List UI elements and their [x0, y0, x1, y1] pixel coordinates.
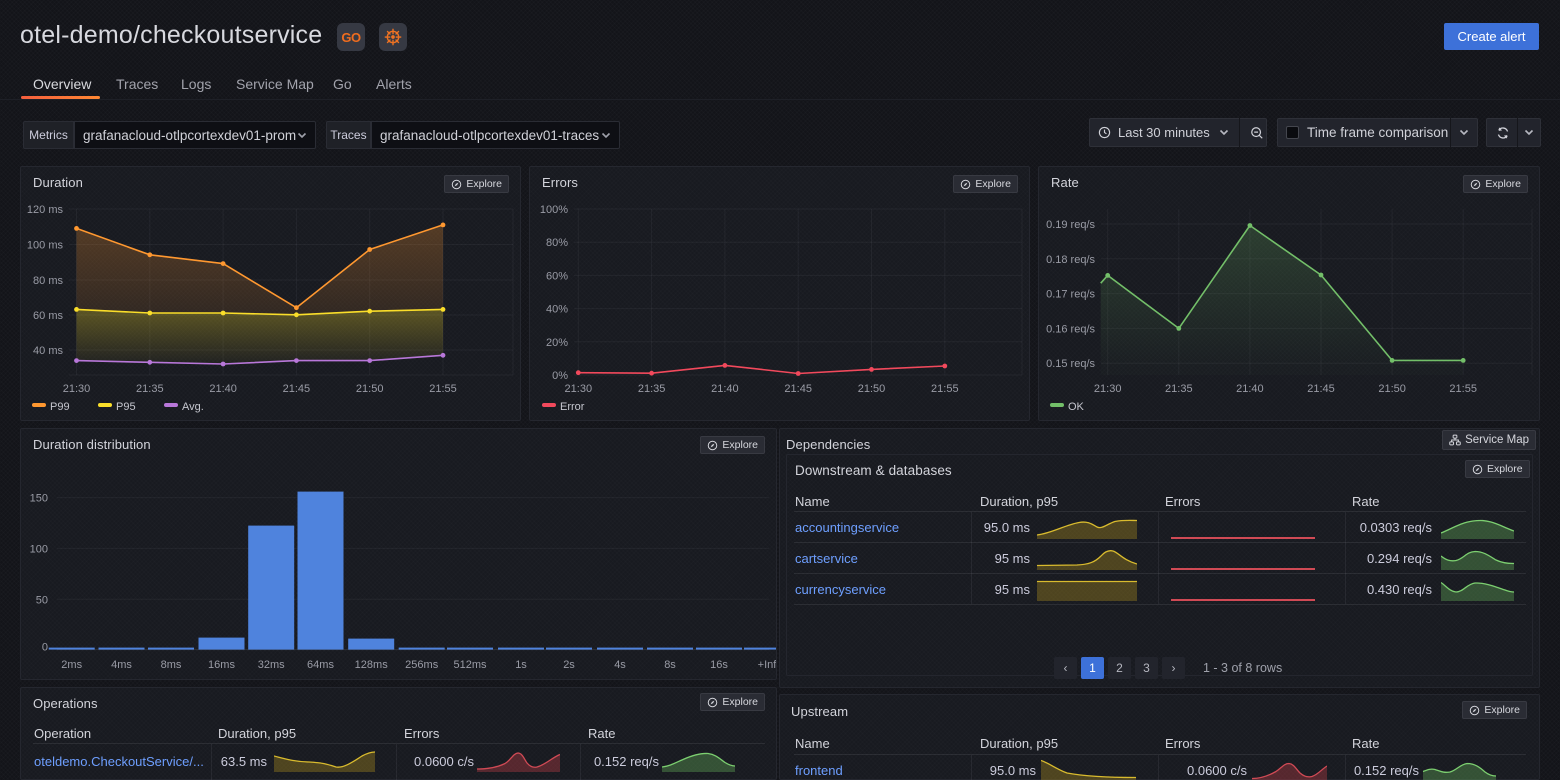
svg-text:21:35: 21:35 [638, 383, 666, 395]
svg-text:120 ms: 120 ms [27, 204, 64, 216]
svg-text:Avg.: Avg. [182, 401, 204, 413]
svg-text:21:55: 21:55 [931, 383, 959, 395]
svg-text:128ms: 128ms [355, 659, 389, 671]
svg-text:50: 50 [36, 594, 48, 606]
svg-text:0.18 req/s: 0.18 req/s [1046, 254, 1095, 266]
svg-text:8ms: 8ms [161, 659, 182, 671]
svg-text:21:30: 21:30 [565, 383, 593, 395]
svg-text:60 ms: 60 ms [33, 310, 63, 322]
svg-text:256ms: 256ms [405, 659, 439, 671]
svg-text:21:35: 21:35 [136, 383, 164, 395]
svg-text:OK: OK [1068, 401, 1085, 413]
svg-text:100%: 100% [540, 204, 568, 216]
svg-text:21:30: 21:30 [63, 383, 91, 395]
svg-text:0.16 req/s: 0.16 req/s [1046, 323, 1095, 335]
svg-text:2s: 2s [563, 659, 575, 671]
svg-text:512ms: 512ms [453, 659, 487, 671]
svg-text:4ms: 4ms [111, 659, 132, 671]
svg-text:21:50: 21:50 [858, 383, 886, 395]
svg-text:P95: P95 [116, 401, 136, 413]
svg-text:21:55: 21:55 [1449, 383, 1477, 395]
svg-text:21:45: 21:45 [784, 383, 812, 395]
svg-text:21:35: 21:35 [1165, 383, 1193, 395]
svg-text:1s: 1s [515, 659, 527, 671]
svg-text:80%: 80% [546, 237, 568, 249]
svg-text:21:45: 21:45 [283, 383, 311, 395]
svg-text:16s: 16s [710, 659, 728, 671]
svg-text:64ms: 64ms [307, 659, 334, 671]
svg-text:0%: 0% [552, 370, 568, 382]
svg-text:21:40: 21:40 [1236, 383, 1264, 395]
svg-text:P99: P99 [50, 401, 70, 413]
svg-text:21:45: 21:45 [1307, 383, 1335, 395]
svg-text:150: 150 [30, 493, 48, 505]
svg-text:32ms: 32ms [258, 659, 285, 671]
svg-text:16ms: 16ms [208, 659, 235, 671]
svg-text:100 ms: 100 ms [27, 240, 64, 252]
svg-text:0.15 req/s: 0.15 req/s [1046, 358, 1095, 370]
svg-text:0.17 req/s: 0.17 req/s [1046, 289, 1095, 301]
svg-text:21:55: 21:55 [429, 383, 457, 395]
svg-text:2ms: 2ms [61, 659, 82, 671]
svg-text:40%: 40% [546, 304, 568, 316]
svg-text:21:50: 21:50 [1378, 383, 1406, 395]
svg-text:21:30: 21:30 [1094, 383, 1122, 395]
svg-text:21:40: 21:40 [711, 383, 739, 395]
svg-text:Error: Error [560, 401, 585, 413]
svg-text:40 ms: 40 ms [33, 345, 63, 357]
svg-text:20%: 20% [546, 337, 568, 349]
svg-text:100: 100 [30, 543, 48, 555]
svg-text:0: 0 [42, 642, 48, 654]
svg-text:0.19 req/s: 0.19 req/s [1046, 219, 1095, 231]
svg-text:+Inf: +Inf [758, 659, 776, 671]
svg-text:4s: 4s [614, 659, 626, 671]
svg-text:21:50: 21:50 [356, 383, 384, 395]
svg-text:80 ms: 80 ms [33, 275, 63, 287]
svg-text:60%: 60% [546, 270, 568, 282]
svg-text:21:40: 21:40 [209, 383, 237, 395]
svg-text:8s: 8s [664, 659, 676, 671]
